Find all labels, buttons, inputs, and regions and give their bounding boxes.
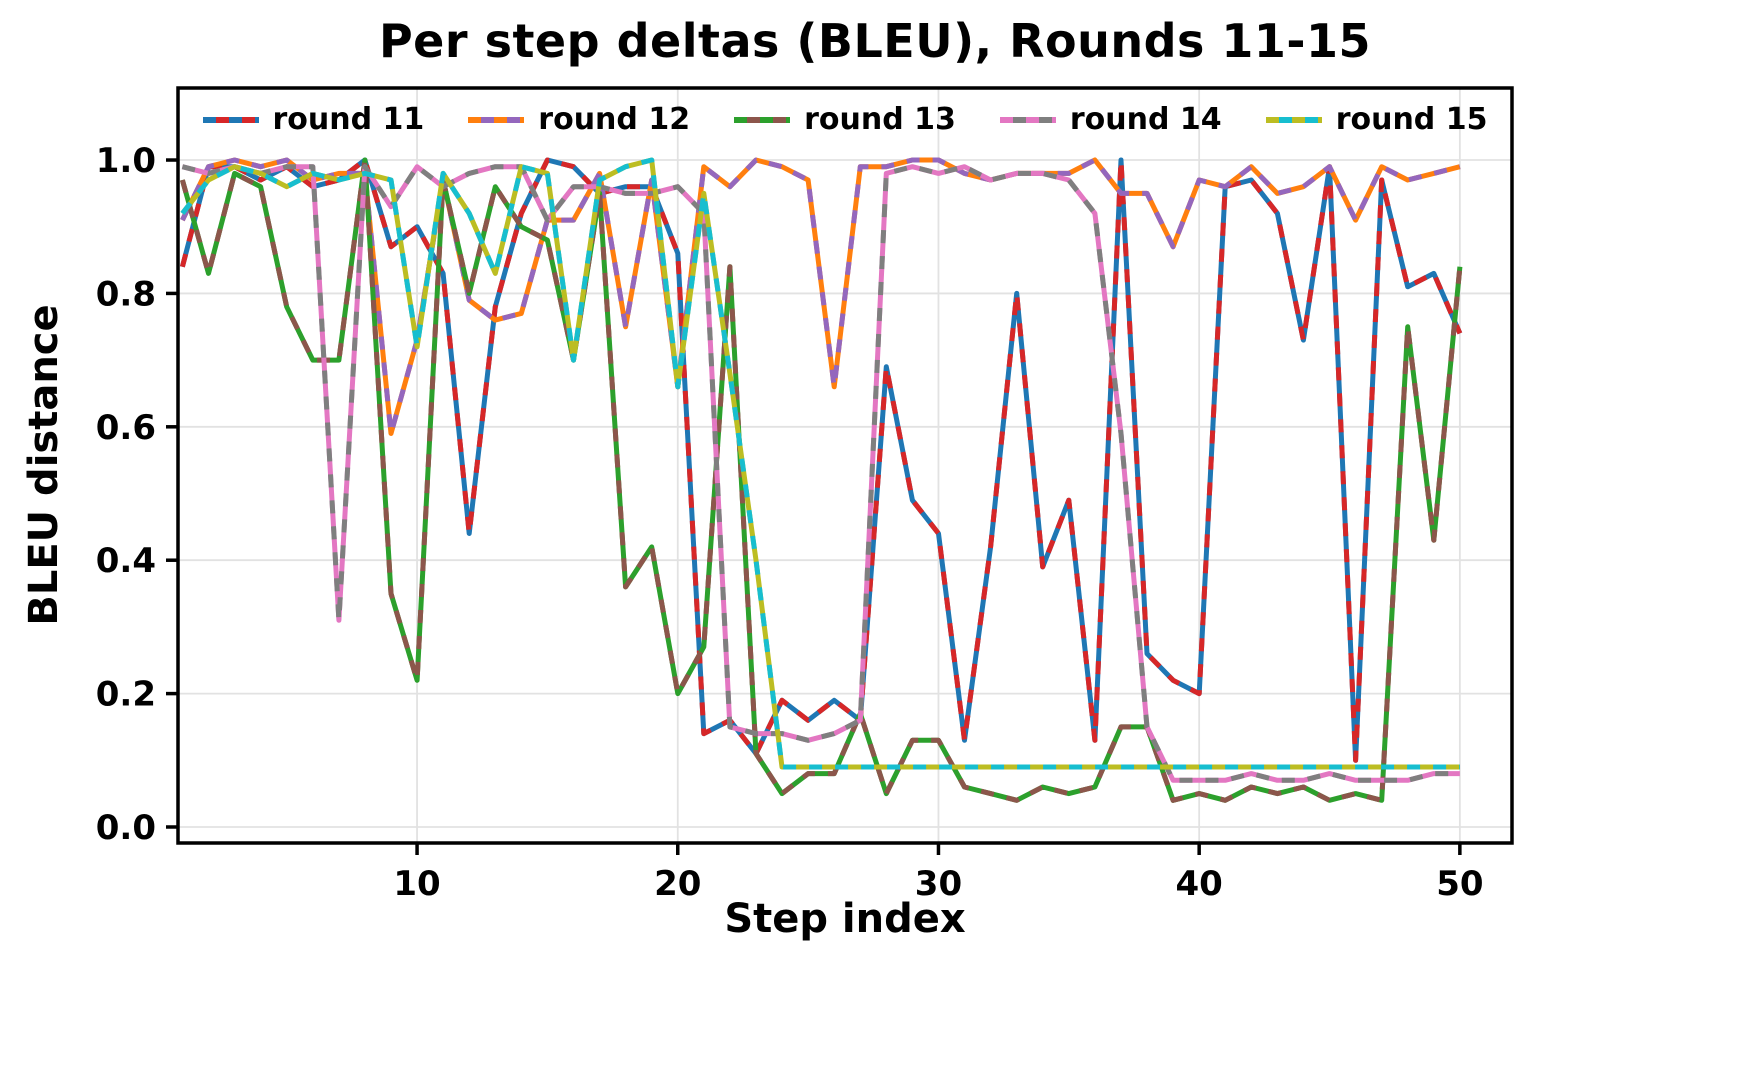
legend: round 11 round 12 round 13 round 14 round 15: [200, 102, 1490, 137]
legend-label: round 11: [272, 102, 425, 137]
x-tick-label: 50: [1436, 864, 1483, 904]
series-line-dash-5: [180, 157, 1460, 770]
series-line-dash-1: [179, 157, 1463, 763]
y-tick-label: 0.4: [96, 541, 156, 581]
legend-item-round-15: round 15: [1265, 102, 1488, 137]
legend-label: round 13: [804, 102, 956, 137]
legend-label: round 14: [1069, 102, 1222, 137]
chart-title: Per step deltas (BLEU), Rounds 11-15: [378, 14, 1372, 68]
series-line-dash-2: [180, 157, 1461, 436]
series-line-dash-3: [179, 157, 1463, 803]
x-tick-label: 10: [393, 864, 440, 904]
y-tick-label: 1.0: [96, 141, 156, 181]
plot-spines: [176, 86, 1514, 845]
legend-item-round-11: round 11: [202, 102, 425, 137]
y-tick-label: 0.2: [96, 675, 156, 715]
legend-label: round 15: [1335, 102, 1488, 137]
legend-swatch-icon: [202, 116, 259, 123]
y-tick-label: 0.6: [96, 408, 156, 448]
x-tick-label: 20: [654, 864, 701, 904]
x-axis-label: Step index: [724, 896, 966, 942]
legend-swatch-icon: [1265, 116, 1322, 123]
x-tick-label: 30: [915, 864, 962, 904]
x-tick-label: 40: [1175, 864, 1222, 904]
y-tick-label: 0.0: [96, 808, 156, 848]
legend-swatch-icon: [999, 116, 1056, 123]
legend-item-round-12: round 12: [468, 102, 690, 137]
legend-item-round-14: round 14: [999, 102, 1222, 137]
legend-swatch-icon: [734, 116, 791, 123]
legend-swatch-icon: [468, 116, 525, 123]
legend-label: round 12: [538, 102, 691, 137]
y-tick-label: 0.8: [96, 274, 156, 314]
legend-item-round-13: round 13: [734, 102, 956, 137]
